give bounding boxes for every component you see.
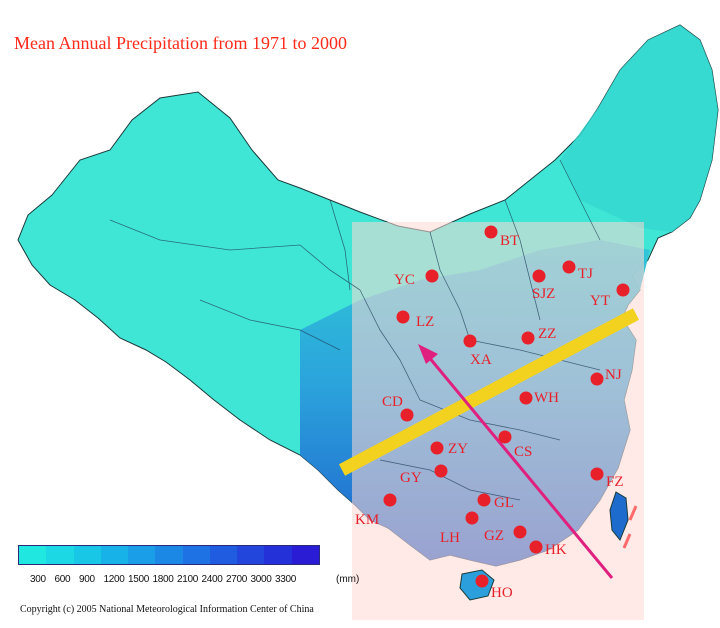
- city-marker-cd: [400, 408, 414, 422]
- city-label-bt: BT: [500, 233, 519, 249]
- city-label-cs: CS: [514, 444, 532, 460]
- legend-swatch: [264, 546, 292, 564]
- legend-swatch: [237, 546, 265, 564]
- precipitation-legend: [18, 545, 320, 565]
- city-label-hk: HK: [545, 542, 567, 558]
- legend-tick-label: 2700: [226, 574, 248, 585]
- copyright-note: Copyright (c) 2005 National Meteorologic…: [20, 604, 314, 615]
- legend-tick-label: 3300: [275, 574, 297, 585]
- taiwan-island: [609, 491, 629, 541]
- city-marker-hk: [529, 540, 543, 554]
- legend-tick-label: 900: [79, 574, 95, 585]
- city-marker-tj: [562, 260, 576, 274]
- city-label-wh: WH: [534, 390, 559, 406]
- legend-tick-label: 2100: [177, 574, 199, 585]
- city-marker-sjz: [532, 269, 546, 283]
- city-label-gl: GL: [494, 495, 514, 511]
- city-marker-ho: [475, 574, 489, 588]
- city-marker-km: [383, 493, 397, 507]
- legend-tick-label: 600: [54, 574, 71, 585]
- city-label-lz: LZ: [416, 314, 434, 330]
- climate-divider-line: [338, 308, 640, 476]
- legend-swatch: [19, 546, 47, 564]
- legend-tick-label: 3000: [250, 574, 272, 585]
- legend-tick-label: 1200: [103, 574, 125, 585]
- city-marker-xa: [463, 334, 477, 348]
- city-label-cd: CD: [382, 394, 403, 410]
- city-label-yc: YC: [394, 272, 415, 288]
- city-marker-wh: [519, 391, 533, 405]
- city-label-gy: GY: [400, 470, 422, 486]
- city-marker-nj: [590, 372, 604, 386]
- city-label-zz: ZZ: [538, 326, 556, 342]
- map-title: Mean Annual Precipitation from 1971 to 2…: [14, 33, 347, 53]
- city-marker-cs: [498, 430, 512, 444]
- city-label-nj: NJ: [605, 367, 622, 383]
- legend-unit: (mm): [336, 574, 360, 585]
- legend-swatch: [46, 546, 74, 564]
- city-label-ho: HO: [491, 585, 513, 601]
- city-label-km: KM: [355, 512, 379, 528]
- legend-ticks: 300 600 900 1200 1500 1800 2100 2400 2700 3000 330…: [30, 574, 300, 585]
- city-label-sjz: SJZ: [532, 286, 555, 302]
- city-label-yt: YT: [590, 293, 610, 309]
- city-marker-gl: [477, 493, 491, 507]
- legend-swatch: [182, 546, 210, 564]
- city-marker-yc: [425, 269, 439, 283]
- northeast-region: [560, 25, 718, 232]
- city-marker-zy: [430, 441, 444, 455]
- monsoon-arrow: [418, 344, 614, 579]
- city-marker-yt: [616, 283, 630, 297]
- legend-swatch: [155, 546, 183, 564]
- city-label-tj: TJ: [578, 266, 593, 282]
- legend-swatch: [128, 546, 156, 564]
- taiwan-dash-marker: [622, 505, 638, 549]
- study-area-highlight: [352, 222, 644, 620]
- legend-swatch: [73, 546, 101, 564]
- city-label-xa: XA: [470, 352, 492, 368]
- legend-swatch: [100, 546, 129, 564]
- city-marker-lh: [465, 511, 479, 525]
- city-label-zy: ZY: [448, 441, 468, 457]
- city-label-fz: FZ: [606, 474, 624, 490]
- legend-tick-label: 1500: [128, 574, 150, 585]
- city-label-lh: LH: [440, 530, 460, 546]
- city-marker-bt: [484, 225, 498, 239]
- city-marker-gz: [513, 525, 527, 539]
- city-marker-gy: [434, 464, 448, 478]
- legend-swatch: [291, 546, 319, 564]
- city-marker-fz: [590, 467, 604, 481]
- legend-swatch: [209, 546, 238, 564]
- legend-tick-label: 2400: [201, 574, 223, 585]
- city-label-gz: GZ: [484, 528, 504, 544]
- city-marker-zz: [521, 331, 535, 345]
- legend-tick-label: 1800: [152, 574, 174, 585]
- city-marker-lz: [396, 310, 410, 324]
- legend-tick-label: 300: [30, 574, 46, 585]
